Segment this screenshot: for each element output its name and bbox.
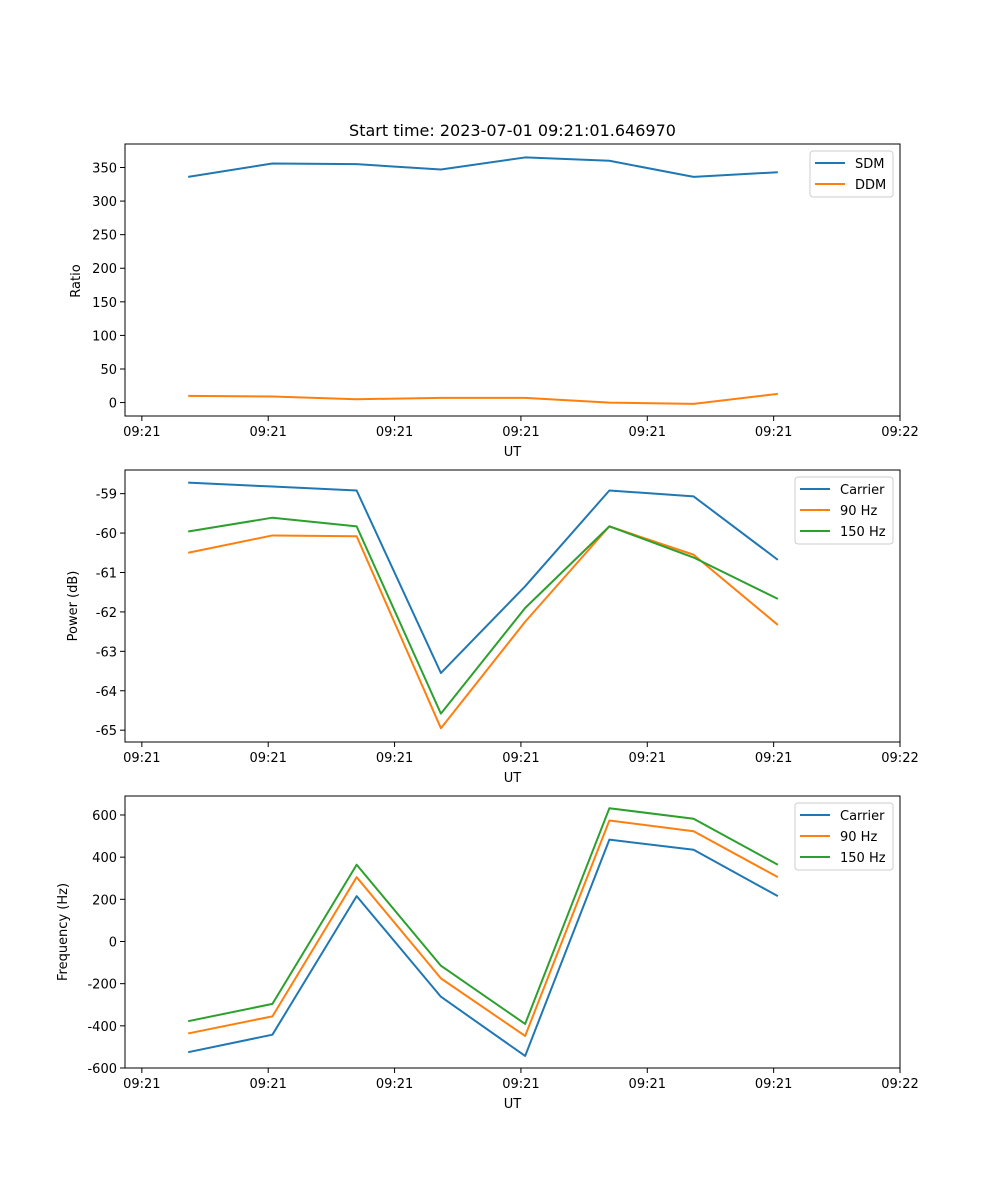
legend-box <box>794 476 894 545</box>
y-tick-label: -400 <box>87 1020 117 1035</box>
y-tick-label: 200 <box>92 262 117 277</box>
x-tick-label: 09:21 <box>755 1077 792 1092</box>
ratio-panel: Start time: 2023-07-01 09:21:01.646970 U… <box>69 121 919 460</box>
plot-frame <box>124 469 901 743</box>
x-axis-label: UT <box>504 771 522 786</box>
x-tick-label: 09:21 <box>629 751 666 766</box>
y-tick-label: 0 <box>109 935 117 950</box>
y-axis-label: Frequency (Hz) <box>56 883 71 981</box>
legend-label-90hz: 90 Hz <box>840 830 877 845</box>
y-tick-label: 0 <box>109 397 117 412</box>
x-tick-label: 09:21 <box>249 425 286 440</box>
y-tick-label: -64 <box>96 685 117 700</box>
x-tick-label: 09:21 <box>629 1077 666 1092</box>
y-tick-label: 200 <box>92 893 117 908</box>
x-tick-label: 09:21 <box>249 751 286 766</box>
x-tick-label: 09:22 <box>881 425 918 440</box>
chart-title: Start time: 2023-07-01 09:21:01.646970 <box>349 121 676 140</box>
legend-label-90hz: 90 Hz <box>840 504 877 519</box>
y-tick-label: -200 <box>87 978 117 993</box>
y-tick-label: 400 <box>92 851 117 866</box>
legend-box <box>794 802 894 871</box>
frequency-panel: UT Frequency (Hz) 09:21 09:21 09:21 09:21 09… <box>56 795 919 1112</box>
legend-label-ddm: DDM <box>855 178 886 193</box>
x-tick-label: 09:21 <box>123 1077 160 1092</box>
legend-label-sdm: SDM <box>855 157 884 172</box>
x-tick-label: 09:21 <box>629 425 666 440</box>
series-line-150-hz <box>188 516 779 715</box>
series-layer <box>188 156 778 405</box>
tick-layer: 09:21 09:21 09:21 09:21 09:21 09:21 09:22 -59 -6… <box>96 488 919 766</box>
x-tick-label: 09:21 <box>755 425 792 440</box>
y-tick-label: -63 <box>96 645 117 660</box>
series-line-150-hz <box>187 807 779 1025</box>
series-line-90-hz <box>187 819 779 1037</box>
x-tick-label: 09:21 <box>502 1077 539 1092</box>
series-line-ddm <box>188 392 778 405</box>
x-tick-label: 09:21 <box>249 1077 286 1092</box>
legend-label-150hz: 150 Hz <box>840 525 886 540</box>
series-line-sdm <box>188 156 778 178</box>
x-tick-label: 09:21 <box>376 1077 413 1092</box>
series-line-90-hz <box>187 525 779 730</box>
legend-label-150hz: 150 Hz <box>840 851 886 866</box>
x-axis-label: UT <box>504 1097 522 1112</box>
x-tick-label: 09:22 <box>881 751 918 766</box>
x-tick-label: 09:21 <box>123 425 160 440</box>
y-tick-label: 350 <box>92 162 117 177</box>
y-tick-label: -60 <box>96 527 117 542</box>
legend: Carrier 90 Hz 150 Hz <box>794 476 894 545</box>
legend-label-carrier: Carrier <box>840 809 885 824</box>
legend-label-carrier: Carrier <box>840 483 885 498</box>
series-layer <box>187 807 779 1057</box>
y-tick-label: 100 <box>92 329 117 344</box>
plot-frame <box>124 795 901 1069</box>
y-tick-label: 50 <box>100 363 117 378</box>
tick-layer: 09:21 09:21 09:21 09:21 09:21 09:21 09:22 600 40… <box>87 809 918 1092</box>
series-line-carrier <box>187 838 779 1057</box>
x-tick-label: 09:21 <box>755 751 792 766</box>
x-tick-label: 09:22 <box>881 1077 918 1092</box>
x-tick-label: 09:21 <box>502 425 539 440</box>
y-tick-label: 600 <box>92 809 117 824</box>
y-tick-label: -61 <box>96 566 117 581</box>
x-tick-label: 09:21 <box>376 751 413 766</box>
x-tick-label: 09:21 <box>502 751 539 766</box>
y-tick-label: -65 <box>96 724 117 739</box>
series-layer <box>187 481 779 730</box>
series-line-carrier <box>188 481 779 675</box>
power-panel: UT Power (dB) 09:21 09:21 09:21 09:21 09:21 0… <box>66 469 919 786</box>
y-tick-label: 300 <box>92 195 117 210</box>
legend: Carrier 90 Hz 150 Hz <box>794 802 894 871</box>
y-tick-label: -600 <box>87 1062 117 1077</box>
x-axis-label: UT <box>504 445 522 460</box>
y-tick-label: 150 <box>92 296 117 311</box>
x-tick-label: 09:21 <box>376 425 413 440</box>
y-axis-label: Ratio <box>69 264 84 297</box>
y-tick-label: -59 <box>96 488 117 503</box>
plot-frame <box>124 143 901 417</box>
y-tick-label: 250 <box>92 229 117 244</box>
legend: SDM DDM <box>809 150 894 198</box>
y-tick-label: -62 <box>96 606 117 621</box>
y-axis-label: Power (dB) <box>66 571 81 642</box>
tick-layer: 09:21 09:21 09:21 09:21 09:21 09:21 09:22 0 50 10… <box>92 162 919 440</box>
x-tick-label: 09:21 <box>123 751 160 766</box>
